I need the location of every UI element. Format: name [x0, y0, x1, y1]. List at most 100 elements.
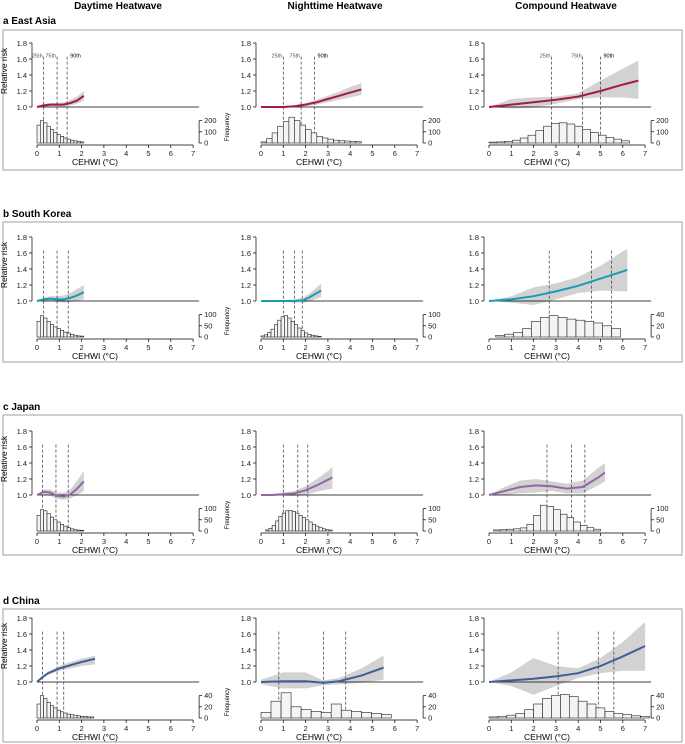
region-title-east-asia: a East Asia [3, 16, 56, 27]
freq-tick-label: 0 [656, 527, 660, 536]
ci-band [489, 622, 646, 695]
hist-bar [304, 332, 309, 338]
x-tick-label: 5 [146, 343, 150, 352]
region-frame-south-korea [2, 221, 683, 363]
rr-tick-label: 1.2 [241, 87, 251, 96]
x-axis-title: CEHWI (°C) [296, 545, 342, 555]
rr-tick-label: 1.8 [17, 39, 27, 48]
hist-bar [291, 510, 296, 532]
x-tick-label: 7 [643, 343, 647, 352]
rr-axis-title: Relative risk [0, 47, 9, 94]
hist-bar [265, 529, 270, 532]
rr-tick-label: 1.6 [241, 249, 251, 258]
rr-tick-label: 1.4 [17, 71, 27, 80]
x-tick-label: 2 [80, 724, 84, 733]
hist-bar [260, 335, 265, 338]
hist-bar [73, 529, 78, 532]
x-tick-label: 5 [370, 343, 374, 352]
hist-bar [381, 714, 392, 719]
freq-axis-title: Frequency [225, 501, 231, 529]
x-tick-label: 7 [643, 724, 647, 733]
x-tick-label: 6 [393, 724, 397, 733]
rr-tick-label: 1.0 [241, 297, 251, 306]
x-tick-label: 1 [509, 724, 513, 733]
hist-bar [495, 334, 505, 338]
freq-tick-label: 100 [656, 127, 669, 136]
hist-bar [39, 315, 44, 338]
hist-bar [83, 715, 88, 719]
freq-tick-label: 0 [204, 527, 208, 536]
hist-bar [566, 123, 576, 144]
rr-curve [488, 268, 628, 302]
x-tick-label: 1 [509, 343, 513, 352]
hist-bar [267, 332, 272, 338]
freq-tick-label: 100 [656, 504, 669, 513]
hist-bar [53, 326, 58, 338]
hist-bar [278, 516, 283, 532]
x-tick-label: 2 [532, 343, 536, 352]
hist-bar [316, 136, 323, 144]
x-tick-label: 3 [554, 537, 558, 546]
x-tick-label: 2 [532, 724, 536, 733]
x-tick-label: 6 [621, 724, 625, 733]
rr-tick-label: 1.0 [469, 297, 479, 306]
x-tick-label: 1 [57, 537, 61, 546]
freq-tick-label: 100 [204, 127, 217, 136]
hist-bar [277, 319, 282, 338]
hist-bar [43, 122, 48, 144]
rr-tick-label: 1.6 [17, 443, 27, 452]
hist-bar [53, 707, 58, 719]
hist-bar [36, 320, 41, 338]
rr-tick-label: 1.4 [469, 646, 479, 655]
hist-bar [275, 520, 280, 532]
freq-tick-label: 0 [656, 333, 660, 342]
rr-tick-label: 1.8 [241, 614, 251, 623]
hist-bar [548, 315, 559, 338]
hist-bar [39, 695, 44, 719]
freq-tick-label: 20 [428, 702, 436, 711]
rr-tick-label: 1.6 [241, 630, 251, 639]
x-axis-title: CEHWI (°C) [296, 351, 342, 361]
rr-tick-label: 1.4 [469, 71, 479, 80]
hist-bar [50, 129, 55, 144]
hist-bar [543, 125, 552, 144]
hist-bar [66, 713, 71, 719]
hist-bar [314, 335, 319, 338]
hist-bar [294, 120, 301, 144]
hist-bar [301, 517, 306, 532]
x-tick-label: 4 [124, 724, 128, 733]
hist-bar [613, 138, 623, 144]
percentile-label: 25th [32, 53, 43, 59]
rr-tick-label: 1.6 [469, 443, 479, 452]
x-tick-label: 5 [146, 149, 150, 158]
rr-tick-label: 1.8 [241, 427, 251, 436]
x-tick-label: 4 [348, 724, 352, 733]
rr-curve [36, 291, 85, 302]
x-tick-label: 1 [281, 343, 285, 352]
x-tick-label: 6 [393, 149, 397, 158]
x-axis-title: CEHWI (°C) [72, 351, 118, 361]
x-tick-label: 4 [576, 149, 580, 158]
rr-tick-label: 1.2 [17, 281, 27, 290]
x-axis-title: CEHWI (°C) [72, 545, 118, 555]
hist-bar [300, 330, 305, 338]
x-tick-label: 5 [370, 537, 374, 546]
panel-a-east-asia-daytime: 1.0 1.2 1.4 1.6 1.8 Relative risk 25th 75th 90th… [0, 39, 231, 167]
x-tick-label: 0 [259, 724, 263, 733]
hist-bar [488, 716, 499, 719]
x-axis-title: CEHWI (°C) [524, 157, 570, 167]
hist-bar [297, 327, 302, 338]
rr-tick-label: 1.4 [17, 459, 27, 468]
freq-tick-label: 0 [656, 139, 660, 148]
rr-tick-label: 1.6 [469, 55, 479, 64]
hist-bar [590, 132, 599, 144]
hist-bar [349, 141, 357, 144]
hist-bar [557, 317, 568, 338]
panel-b-south-korea-compound: 1.0 1.2 1.4 1.6 1.8 0 20 40 0 1 2 3 4 5 6 7 CEHWI (°C) [469, 233, 665, 361]
percentile-label: 90th [70, 53, 81, 59]
hist-bar [294, 324, 298, 338]
freq-tick-label: 50 [428, 321, 436, 330]
hist-bar [46, 125, 51, 144]
freq-tick-label: 200 [428, 116, 441, 125]
